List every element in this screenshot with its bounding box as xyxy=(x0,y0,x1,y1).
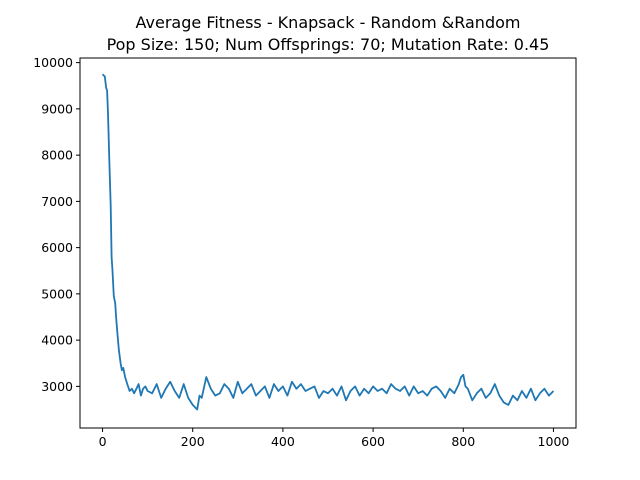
plot-frame xyxy=(79,57,577,429)
y-axis: 3000 4000 5000 6000 7000 8000 9000 10000 xyxy=(33,55,80,394)
chart-subtitle: Pop Size: 150; Num Offsprings: 70; Mutat… xyxy=(107,35,550,54)
x-tick-label: 1000 xyxy=(538,434,570,449)
y-tick-label: 3000 xyxy=(41,379,73,394)
y-tick-label: 6000 xyxy=(41,240,73,255)
x-tick-label: 0 xyxy=(99,434,107,449)
x-tick-label: 400 xyxy=(271,434,295,449)
y-tick-label: 9000 xyxy=(41,101,73,116)
plot-area xyxy=(101,73,555,411)
y-tick-label: 10000 xyxy=(33,55,73,70)
x-tick-label: 200 xyxy=(181,434,205,449)
y-tick-label: 7000 xyxy=(41,194,73,209)
y-tick-label: 5000 xyxy=(41,286,73,301)
y-tick-label: 4000 xyxy=(41,333,73,348)
x-tick-label: 800 xyxy=(451,434,475,449)
chart-title: Average Fitness - Knapsack - Random &Ran… xyxy=(136,13,521,32)
y-tick-label: 8000 xyxy=(41,148,73,163)
x-axis: 0 200 400 600 800 1000 xyxy=(99,428,570,449)
x-tick-label: 600 xyxy=(361,434,385,449)
series-line xyxy=(101,73,555,411)
